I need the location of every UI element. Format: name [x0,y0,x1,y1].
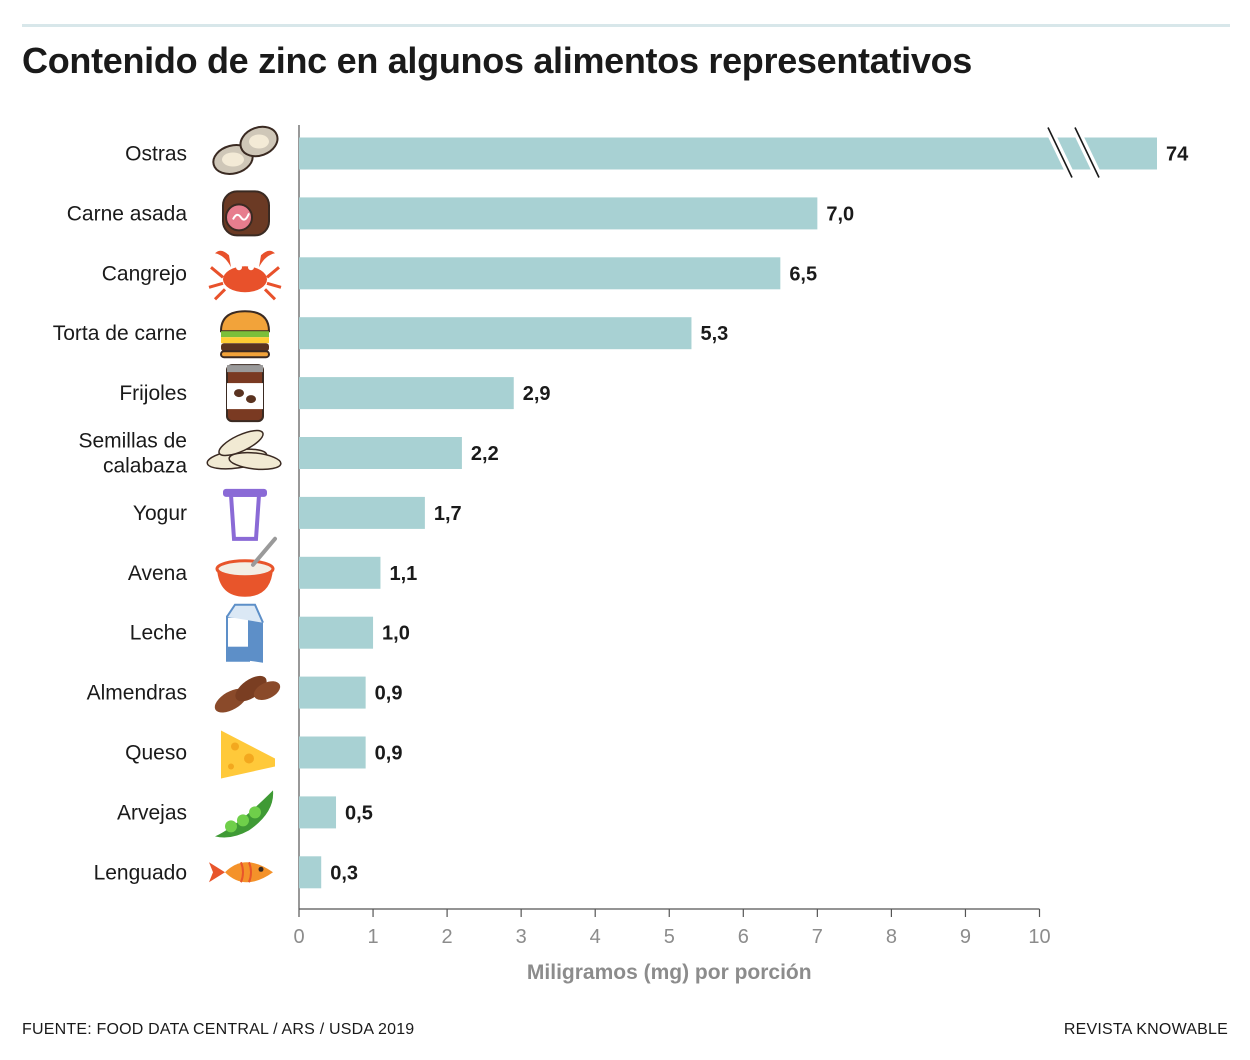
category-label: Semillas de calabaza [78,430,187,478]
bar [299,137,1157,170]
oatmeal-bowl-icon [215,536,277,597]
category-label: Yogur [133,502,187,525]
x-tick-label: 10 [1028,926,1050,948]
burger-icon [219,310,271,359]
category-label: Leche [130,622,187,645]
publisher-credit: REVISTA KNOWABLE [1063,1021,1228,1038]
x-tick-label: 3 [516,926,527,948]
data-label: 0,5 [345,802,373,824]
x-tick-label: 7 [812,926,823,948]
data-label: 5,3 [700,323,728,345]
roast-beef-icon [222,190,270,237]
bar [299,616,374,649]
bar [299,257,781,290]
data-label: 1,7 [434,503,462,525]
data-label: 0,9 [375,743,403,765]
x-tick-label: 4 [590,926,601,948]
pumpkin-seeds-icon [206,429,282,471]
bar [299,437,462,469]
data-label: 74 [1166,144,1189,166]
bar [299,796,337,829]
category-label: Ostras [125,143,187,166]
axis-break-mark [1047,127,1073,178]
data-label: 2,2 [471,443,499,465]
cheese-icon [221,730,275,779]
data-label: 6,5 [789,263,817,285]
data-label: 1,0 [382,623,410,645]
oyster-icon [212,125,279,175]
axis-break-mark [1074,127,1100,178]
x-tick-label: 1 [367,926,378,948]
almonds-icon [214,675,281,713]
data-label: 0,9 [375,683,403,705]
top-rule [22,24,1230,27]
source-note: FUENTE: FOOD DATA CENTRAL / ARS / USDA 2… [22,1021,415,1038]
data-label: 1,1 [389,563,417,585]
x-tick-label: 2 [442,926,453,948]
category-label: Queso [125,742,187,765]
bar [299,496,425,529]
beans-can-icon [226,364,264,423]
fish-icon [209,861,273,883]
data-label: 0,3 [330,862,358,884]
category-label: Frijoles [119,382,187,405]
category-label: Almendras [87,682,187,705]
x-tick-label: 6 [738,926,749,948]
crab-icon [208,250,282,301]
data-label: 7,0 [826,203,854,225]
category-label: Cangrejo [102,262,187,285]
x-tick-label: 5 [664,926,675,948]
category-label: Torta de carne [53,322,187,345]
category-label: Carne asada [67,202,188,225]
data-label: 2,9 [523,383,551,405]
bar [299,676,366,709]
x-tick-label: 9 [960,926,971,948]
category-label: Arvejas [117,801,187,824]
bar [299,377,514,410]
x-axis-title: Miligramos (mg) por porción [527,961,812,984]
x-tick-label: 8 [886,926,897,948]
x-tick-label: 0 [293,926,304,948]
category-label: Avena [128,562,187,585]
yogurt-icon [223,488,267,541]
bar [299,736,366,769]
bar [299,856,322,889]
milk-carton-icon [226,603,264,663]
chart-title: Contenido de zinc en algunos alimentos r… [22,40,972,81]
category-label: Lenguado [94,861,187,884]
bar [299,317,692,350]
bar [299,556,381,589]
bar [299,197,818,230]
peas-icon [215,790,274,838]
